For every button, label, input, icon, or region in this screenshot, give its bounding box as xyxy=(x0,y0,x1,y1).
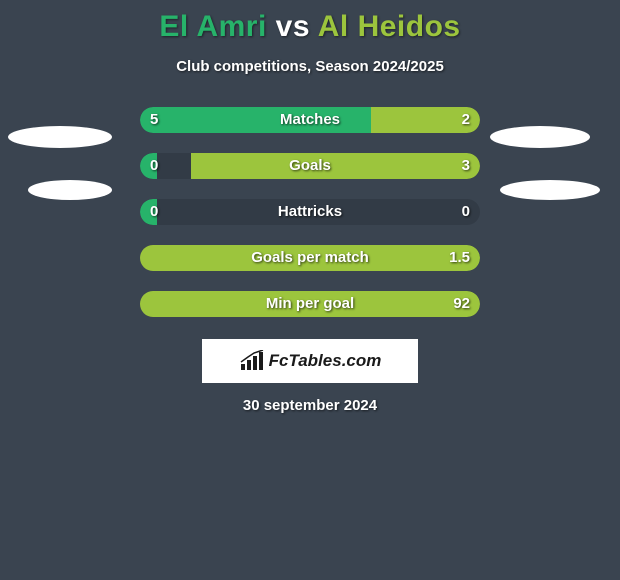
stat-right-value: 2 xyxy=(462,111,470,128)
stat-right-value: 1.5 xyxy=(449,249,470,266)
bar-track: Goals per match1.5 xyxy=(140,245,480,271)
stat-left-value: 0 xyxy=(150,157,158,174)
page-title: El Amri vs Al Heidos xyxy=(0,0,620,44)
brand-chart-icon xyxy=(239,350,265,372)
bar-right-fill xyxy=(140,245,480,271)
stat-row: Min per goal92 xyxy=(0,281,620,327)
player-left-name: El Amri xyxy=(159,10,266,43)
bar-track: Min per goal92 xyxy=(140,291,480,317)
bar-left-fill xyxy=(140,107,371,133)
stat-row: Goals per match1.5 xyxy=(0,235,620,281)
stat-left-value: 5 xyxy=(150,111,158,128)
silhouette-blob xyxy=(490,126,590,148)
stat-left-value: 0 xyxy=(150,203,158,220)
stat-right-value: 3 xyxy=(462,157,470,174)
brand-text: FcTables.com xyxy=(269,351,382,371)
silhouette-blob xyxy=(8,126,112,148)
bar-track: Matches52 xyxy=(140,107,480,133)
stat-label: Hattricks xyxy=(140,203,480,220)
date-label: 30 september 2024 xyxy=(0,397,620,414)
brand-logo-box: FcTables.com xyxy=(202,339,418,383)
silhouette-blob xyxy=(28,180,112,200)
bar-right-fill xyxy=(140,291,480,317)
subtitle: Club competitions, Season 2024/2025 xyxy=(0,58,620,75)
bar-track: Hattricks0 0 xyxy=(140,199,480,225)
vs-label: vs xyxy=(276,10,310,43)
bar-right-fill xyxy=(191,153,480,179)
silhouette-blob xyxy=(500,180,600,200)
stat-right-value: 0 xyxy=(462,203,470,220)
stat-right-value: 92 xyxy=(453,295,470,312)
bar-track: Goals03 xyxy=(140,153,480,179)
player-right-name: Al Heidos xyxy=(318,10,461,43)
